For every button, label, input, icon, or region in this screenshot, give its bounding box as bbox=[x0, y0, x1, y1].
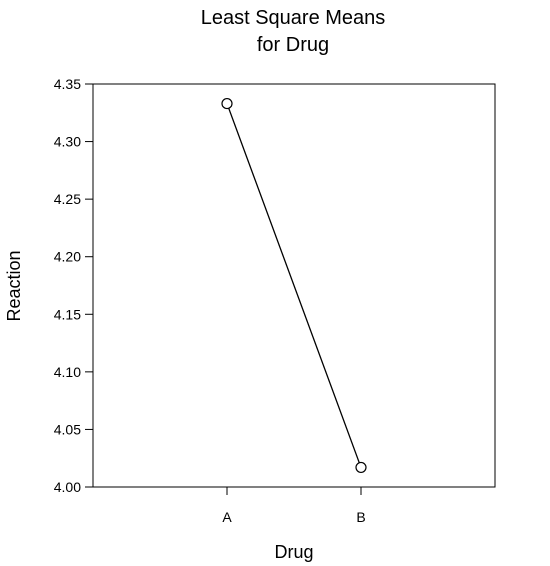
plot-frame bbox=[92, 83, 496, 488]
y-tick-label: 4.05 bbox=[54, 421, 81, 437]
data-point-marker bbox=[355, 461, 367, 474]
y-tick-label: 4.00 bbox=[54, 479, 81, 495]
y-axis-label: Reaction bbox=[4, 250, 24, 321]
y-tick-label: 4.20 bbox=[54, 249, 81, 265]
data-point-marker bbox=[221, 97, 233, 110]
y-tick-label: 4.10 bbox=[54, 364, 81, 380]
x-axis-label: Drug bbox=[274, 542, 313, 562]
y-tick-label: 4.30 bbox=[54, 134, 81, 150]
y-tick-label: 4.35 bbox=[54, 76, 81, 92]
y-tick-label: 4.15 bbox=[54, 306, 81, 322]
chart-title-line-2: for Drug bbox=[257, 34, 329, 56]
series-group bbox=[221, 97, 367, 474]
y-tick-label: 4.25 bbox=[54, 191, 81, 207]
x-tick-label: B bbox=[356, 509, 365, 525]
chart-title-line-1: Least Square Means bbox=[201, 7, 386, 29]
y-axis: 4.00 4.05 4.10 4.15 4.20 4.25 4.30 4.35 bbox=[54, 76, 93, 495]
series-line bbox=[226, 103, 362, 468]
x-tick-label: A bbox=[222, 509, 232, 525]
